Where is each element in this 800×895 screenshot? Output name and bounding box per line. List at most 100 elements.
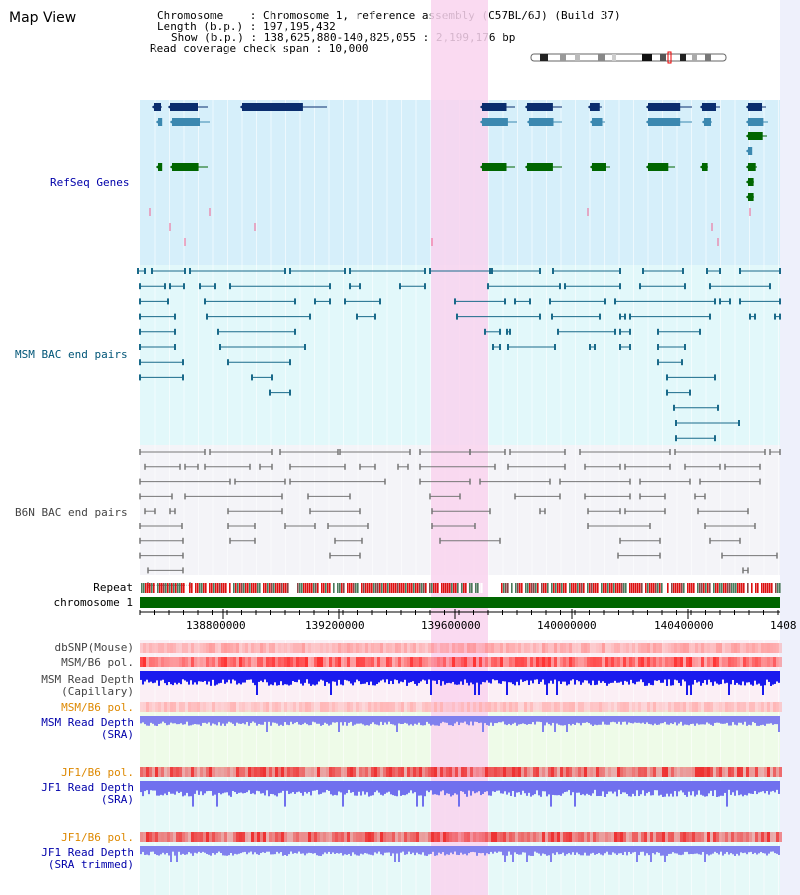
- msm-sra-depth-bar: [758, 716, 760, 726]
- b6n-bac-pairs[interactable]: [139, 449, 781, 589]
- polymorphism-cell: [245, 832, 248, 842]
- jf1-trim-depth-bar: [334, 846, 336, 854]
- capillary-depth-bar: [500, 671, 502, 684]
- polymorphism-cell: [239, 657, 242, 667]
- polymorphism-cell: [623, 767, 626, 777]
- capillary-depth-bar: [206, 671, 208, 685]
- repeat-segment: [725, 583, 727, 593]
- capillary-depth-bar: [178, 671, 180, 683]
- highlight-region[interactable]: [431, 0, 488, 895]
- jf1-sra-depth-bar: [156, 781, 158, 796]
- polymorphism-cell: [638, 767, 641, 777]
- repeat-segment: [207, 583, 209, 593]
- polymorphism-cell: [581, 643, 584, 653]
- polymorphism-cell: [365, 832, 368, 842]
- msm-sra-depth-bar: [242, 716, 244, 724]
- capillary-depth-bar: [424, 671, 426, 681]
- msm-sra-depth-bar: [334, 716, 336, 723]
- capillary-depth-bar: [498, 671, 500, 684]
- polymorphism-cell: [692, 643, 695, 653]
- polymorphism-cell: [254, 702, 257, 712]
- polymorphism-cell: [680, 702, 683, 712]
- msm-sra-depth-bar: [352, 716, 354, 726]
- polymorphism-cell: [629, 702, 632, 712]
- msm-sra-depth-bar: [260, 716, 262, 725]
- jf1-sra-depth-bar: [216, 781, 218, 807]
- msm-sra-depth-bar: [240, 716, 242, 724]
- polymorphism-cell: [317, 702, 320, 712]
- msm-sra-depth-bar: [752, 716, 754, 722]
- chromosome-ideogram[interactable]: [530, 51, 727, 64]
- polymorphism-cell: [530, 657, 533, 667]
- polymorphism-cell: [461, 767, 464, 777]
- polymorphism-cell: [626, 643, 629, 653]
- polymorphism-cell: [437, 832, 440, 842]
- polymorphism-cell: [641, 832, 644, 842]
- polymorphism-cell: [743, 767, 746, 777]
- msm-sra-depth-bar: [164, 716, 166, 724]
- jf1-trim-depth-bar: [274, 846, 276, 855]
- repeat-segment: [509, 583, 511, 593]
- capillary-depth-bar: [210, 671, 212, 686]
- capillary-depth-bar: [770, 671, 772, 686]
- polymorphism-cell: [215, 657, 218, 667]
- msm-sra-depth-bar: [208, 716, 210, 723]
- polymorphism-cell: [314, 657, 317, 667]
- msm-sra-depth-bar: [228, 716, 230, 722]
- polymorphism-cell: [359, 767, 362, 777]
- polymorphism-cell: [548, 767, 551, 777]
- refseq-genes[interactable]: [149, 103, 768, 246]
- jf1-sra-depth-bar: [540, 781, 542, 797]
- capillary-depth-bar: [708, 671, 710, 680]
- repeat-segment: [293, 583, 295, 593]
- jf1-trim-depth-bar: [526, 846, 528, 862]
- polymorphism-cell: [611, 832, 614, 842]
- repeat-segment: [535, 583, 537, 593]
- jf1-trim-depth-bar: [224, 846, 226, 856]
- polymorphism-cell: [665, 657, 668, 667]
- polymorphism-cell: [272, 702, 275, 712]
- jf1-trim-depth-bar: [200, 846, 202, 853]
- jf1-trim-depth-bar: [408, 846, 410, 852]
- polymorphism-cell: [179, 657, 182, 667]
- repeat-segment: [425, 583, 427, 593]
- polymorphism-cell: [170, 643, 173, 653]
- jf1-trim-depth-bar: [184, 846, 186, 855]
- capillary-depth-bar: [182, 671, 184, 680]
- capillary-depth-bar: [742, 671, 744, 682]
- msm-bac-pairs[interactable]: [137, 268, 781, 442]
- repeat-segment: [717, 583, 719, 593]
- polymorphism-cell: [653, 657, 656, 667]
- jf1-trim-depth-bar: [170, 846, 172, 862]
- jf1-trim-depth-bar: [648, 846, 650, 856]
- gene-exon: [172, 118, 200, 126]
- polymorphism-cell: [572, 832, 575, 842]
- polymorphism-cell: [572, 657, 575, 667]
- polymorphism-cell: [602, 643, 605, 653]
- repeat-segment: [431, 583, 433, 593]
- polymorphism-cell: [299, 832, 302, 842]
- jf1-trim-depth-bar: [314, 846, 316, 854]
- gene-arrow: [156, 118, 161, 126]
- polymorphism-cell: [485, 643, 488, 653]
- capillary-depth-bar: [226, 671, 228, 683]
- repeat-segment: [505, 583, 507, 593]
- polymorphism-cell: [158, 702, 161, 712]
- jf1-trim-depth-bar: [696, 846, 698, 854]
- msm-sra-depth-bar: [606, 716, 608, 725]
- jf1-trim-depth-bar: [248, 846, 250, 853]
- polymorphism-cell: [347, 832, 350, 842]
- polymorphism-cell: [401, 767, 404, 777]
- msm-pol1-label: MSM/B6 pol.: [61, 656, 134, 669]
- msm-sra-depth-bar: [638, 716, 640, 723]
- jf1-trim-depth-bar: [204, 846, 206, 853]
- jf1-sra-depth-bar: [672, 781, 674, 797]
- jf1-sra-depth-bar: [154, 781, 156, 791]
- polymorphism-cell: [776, 643, 779, 653]
- msm-sra-depth-bar: [718, 716, 720, 723]
- repeat-segment: [753, 583, 755, 593]
- jf1-sra-depth-bar: [228, 781, 230, 796]
- jf1-trim-depth-bar: [150, 846, 152, 852]
- jf1-sra-depth-bar: [568, 781, 570, 791]
- polymorphism-cell: [320, 657, 323, 667]
